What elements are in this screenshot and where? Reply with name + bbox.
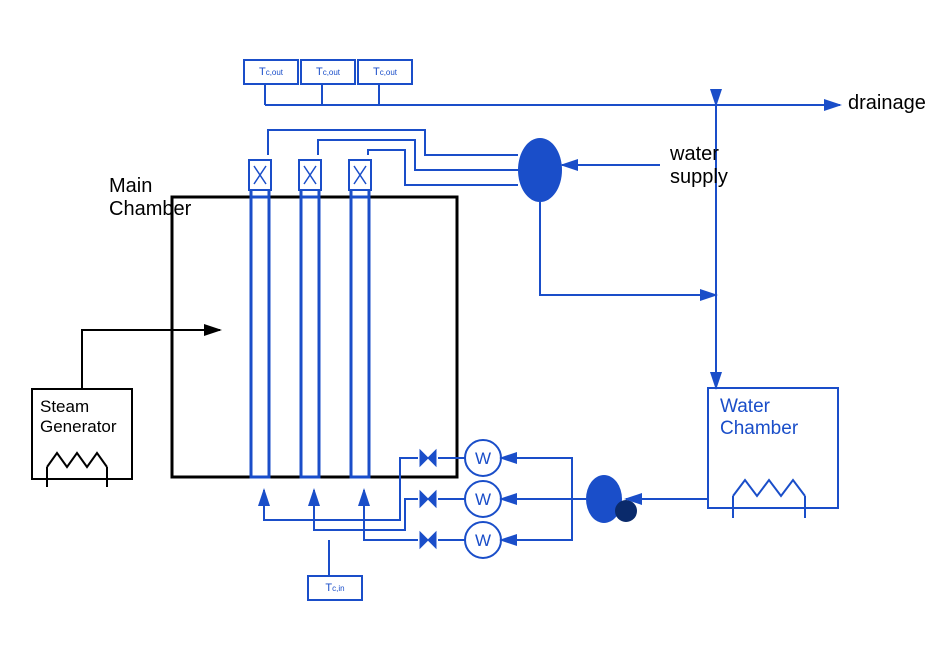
valve-icon bbox=[420, 532, 436, 548]
valve-to-tube1 bbox=[264, 458, 418, 520]
valve-icon bbox=[420, 491, 436, 507]
pump-top-icon bbox=[518, 138, 562, 202]
tube-3 bbox=[351, 197, 369, 477]
tc-out-sensor-1: Tc,out bbox=[243, 59, 299, 85]
valve-to-tube3 bbox=[364, 490, 418, 540]
main-chamber-label: MainChamber bbox=[109, 175, 191, 221]
tc-in-sensor: Tc,in bbox=[307, 575, 363, 601]
drainage-label: drainage bbox=[848, 92, 926, 115]
tube1-out bbox=[268, 130, 518, 155]
water-chamber-label: WaterChamber bbox=[720, 396, 798, 440]
heater-icon bbox=[47, 453, 107, 467]
valve-to-tube2 bbox=[314, 490, 418, 530]
water-supply-label: watersupply bbox=[670, 143, 728, 189]
split-w1 bbox=[501, 458, 572, 499]
heater-icon bbox=[733, 480, 805, 496]
tc-out-sensor-3: Tc,out bbox=[357, 59, 413, 85]
steam-to-main bbox=[82, 330, 220, 389]
valve-icon bbox=[420, 450, 436, 466]
pump-top-down bbox=[540, 202, 716, 295]
tube-2 bbox=[301, 197, 319, 477]
steam-generator-label: SteamGenerator bbox=[40, 397, 117, 437]
tc-out-sensor-2: Tc,out bbox=[300, 59, 356, 85]
svg-text:W: W bbox=[475, 490, 491, 509]
svg-text:W: W bbox=[475, 449, 491, 468]
tube-1 bbox=[251, 197, 269, 477]
svg-text:W: W bbox=[475, 531, 491, 550]
split-w3 bbox=[501, 499, 572, 540]
